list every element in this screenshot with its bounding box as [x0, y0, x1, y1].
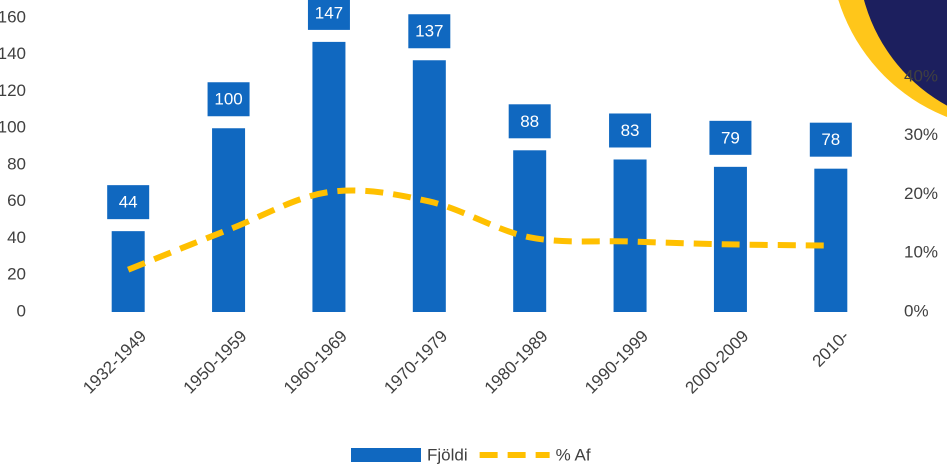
y-tick-label: 60: [7, 191, 26, 210]
value-label-box: [609, 113, 652, 148]
x-tick-label: 1950-1959: [180, 327, 251, 398]
value-label-box: [508, 104, 551, 139]
bar: [412, 60, 446, 313]
value-label-box: [809, 122, 852, 157]
line: [127, 187, 831, 273]
value-label-box: [207, 82, 250, 117]
x-tick-label: 1960-1969: [280, 327, 351, 398]
x-tick-label: 2010-: [809, 327, 853, 371]
y2-tick-label: 20%: [904, 184, 938, 203]
x-tick-label: 1970-1979: [380, 327, 451, 398]
bar: [111, 231, 145, 312]
value-label-box: [709, 120, 752, 155]
value-label-box: [307, 0, 350, 30]
legend-label: Fjöldi: [427, 445, 468, 464]
value-label: 100: [214, 90, 242, 109]
x-tick-label: 1932-1949: [79, 327, 150, 398]
y2-tick-label: 40%: [904, 66, 938, 85]
value-label: 44: [119, 193, 138, 212]
y2-tick-label: 30%: [904, 125, 938, 144]
y-tick-label: 0: [17, 301, 26, 320]
y-tick-label: 120: [0, 81, 26, 100]
legend-swatch: [351, 448, 421, 462]
y-tick-label: 40: [7, 228, 26, 247]
decor-circle-inner: [864, 0, 947, 106]
value-label: 83: [621, 121, 640, 140]
bar: [814, 168, 848, 312]
value-label: 79: [721, 128, 740, 147]
value-label: 137: [415, 22, 443, 41]
value-label: 147: [315, 3, 343, 22]
bar: [312, 41, 346, 312]
bar: [613, 159, 647, 312]
y-tick-label: 140: [0, 44, 26, 63]
value-label: 78: [821, 130, 840, 149]
legend-label: % Af: [556, 445, 591, 464]
x-tick-label: 2000-2009: [682, 327, 753, 398]
value-label-box: [408, 14, 451, 49]
value-label-box: [107, 185, 150, 220]
value-label: 88: [520, 112, 539, 131]
y-tick-label: 80: [7, 154, 26, 173]
y2-tick-label: 0%: [904, 301, 929, 320]
x-tick-label: 1980-1989: [481, 327, 552, 398]
y-tick-label: 100: [0, 118, 26, 137]
bar: [713, 166, 747, 312]
y-tick-label: 160: [0, 7, 26, 26]
y2-tick-label: 10%: [904, 243, 938, 262]
x-tick-label: 1990-1999: [581, 327, 652, 398]
y-tick-label: 20: [7, 265, 26, 284]
bar: [513, 150, 547, 312]
bar: [212, 128, 246, 312]
